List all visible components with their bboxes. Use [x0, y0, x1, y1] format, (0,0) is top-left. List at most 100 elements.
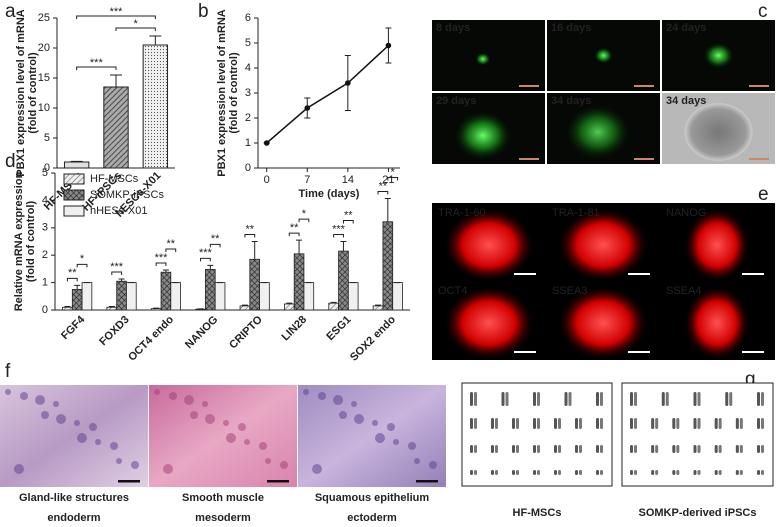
- chromosome: [537, 392, 540, 406]
- sig-bracket: [288, 232, 300, 237]
- bar: [284, 303, 295, 311]
- chromosome: [505, 392, 509, 406]
- cell-texture: [387, 423, 395, 431]
- scale-bar: [514, 351, 536, 353]
- image-label: 16 days: [551, 22, 591, 34]
- bar: [205, 269, 216, 311]
- bar: [303, 282, 315, 311]
- cell-texture: [56, 414, 66, 424]
- sig-label: ***: [110, 261, 124, 273]
- bar: [103, 86, 129, 169]
- sig-bracket: [244, 234, 256, 238]
- chromosome: [575, 418, 578, 429]
- chromosome: [739, 418, 743, 429]
- bar: [239, 305, 251, 311]
- y-tick-label: 4: [245, 62, 251, 74]
- sig-bracket: [66, 277, 78, 282]
- chromosome: [651, 470, 655, 475]
- scale-bar: [519, 158, 539, 160]
- sig-label: **: [290, 222, 299, 234]
- chromosome: [693, 418, 697, 429]
- sig-label: ***: [155, 252, 169, 264]
- chromosome: [757, 470, 760, 475]
- chromosome: [714, 470, 718, 475]
- cell-texture: [226, 433, 236, 443]
- chromosome: [554, 470, 557, 475]
- chromosome: [634, 470, 637, 475]
- germ-layer: ectoderm: [347, 512, 397, 524]
- x-tick-label: FGF4: [59, 313, 88, 342]
- chromosome: [470, 392, 473, 406]
- axis-line: [257, 18, 400, 169]
- chromosome: [579, 445, 582, 453]
- panel-letter: g: [745, 369, 756, 390]
- chromosome: [512, 470, 515, 475]
- x-tick-label: SOX2 endo: [348, 313, 398, 363]
- y-tick-label: 1: [42, 277, 48, 289]
- sig-bracket: [377, 190, 389, 195]
- cell-texture: [131, 461, 139, 469]
- chromosome: [735, 470, 739, 475]
- cell-texture: [372, 420, 378, 426]
- chromosome: [533, 445, 536, 453]
- chromosome: [564, 392, 568, 406]
- cell-texture: [169, 392, 177, 400]
- data-point: [304, 105, 311, 111]
- cell-texture: [354, 414, 364, 424]
- chromosome: [757, 392, 760, 406]
- image-label: 34 days: [551, 95, 591, 107]
- legend-swatch: [63, 205, 85, 217]
- y-tick-label: 0: [42, 304, 48, 316]
- chromosome: [630, 418, 633, 429]
- cell-texture: [238, 423, 246, 431]
- error-bar: [385, 45, 392, 64]
- panel-letter: a: [5, 1, 16, 22]
- sig-label: **: [211, 233, 220, 245]
- colony: [474, 52, 491, 66]
- colony: [563, 103, 632, 161]
- x-tick-label: LIN28: [280, 314, 310, 344]
- sig-bracket: [333, 234, 344, 238]
- chromosome: [495, 470, 498, 475]
- chromosome: [693, 392, 697, 406]
- chromosome: [495, 445, 498, 453]
- sig-label: **: [246, 223, 255, 235]
- chromosome: [729, 392, 733, 406]
- x-tick-label: CRIPTO: [227, 313, 265, 351]
- error-bar: [118, 278, 125, 282]
- cell-texture: [20, 392, 28, 400]
- chromosome: [470, 418, 473, 429]
- chromosome: [516, 445, 519, 453]
- chromosome: [474, 392, 477, 406]
- chromosome: [474, 418, 477, 429]
- karyotype-label: SOMKP-derived iPSCs: [639, 507, 757, 519]
- scale-bar: [634, 85, 654, 87]
- bar: [71, 289, 83, 311]
- bar: [214, 282, 226, 311]
- chromosome: [718, 445, 722, 453]
- chromosome: [568, 392, 572, 406]
- y-tick-label: 4: [42, 194, 48, 206]
- cell-texture: [429, 461, 437, 469]
- chromosome: [714, 418, 718, 429]
- error-bar: [251, 241, 258, 260]
- bar: [372, 305, 384, 311]
- chromosome: [718, 418, 722, 429]
- error-bar: [296, 239, 303, 254]
- bar: [142, 44, 169, 169]
- chromosome: [533, 470, 536, 475]
- cell-texture: [339, 411, 347, 419]
- sig-label: ***: [110, 6, 124, 18]
- legend-label: SOMKP-iPSCs: [90, 189, 164, 201]
- bar: [249, 258, 260, 311]
- sig-label: ***: [90, 57, 104, 69]
- chromosome: [697, 392, 701, 406]
- cell-texture: [154, 389, 160, 395]
- colony: [559, 209, 647, 281]
- sig-label: *: [134, 18, 139, 30]
- cell-texture: [259, 442, 267, 450]
- chromosome: [757, 445, 760, 453]
- chromosome: [761, 470, 764, 475]
- error-bar: [149, 35, 162, 45]
